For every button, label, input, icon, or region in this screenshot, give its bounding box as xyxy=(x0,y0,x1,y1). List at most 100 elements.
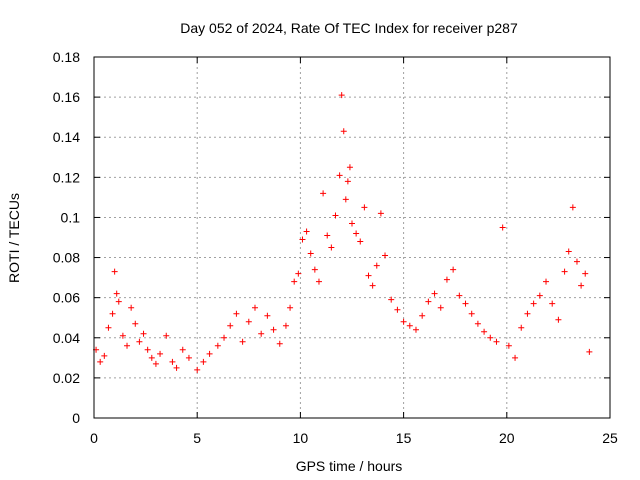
chart-title: Day 052 of 2024, Rate Of TEC Index for r… xyxy=(180,20,518,36)
data-point xyxy=(140,330,147,337)
data-point xyxy=(206,350,213,357)
data-point xyxy=(291,278,298,285)
data-point xyxy=(282,322,289,329)
x-axis-title: GPS time / hours xyxy=(296,458,403,474)
data-point xyxy=(179,346,186,353)
data-point xyxy=(578,282,585,289)
data-point xyxy=(468,310,475,317)
data-point xyxy=(194,366,201,373)
data-point xyxy=(382,252,389,259)
data-point xyxy=(173,364,180,371)
data-point xyxy=(97,358,104,365)
data-point xyxy=(344,178,351,185)
data-point xyxy=(109,310,116,317)
data-point xyxy=(481,328,488,335)
x-tick-label: 20 xyxy=(499,430,515,446)
data-point xyxy=(169,358,176,365)
data-point xyxy=(530,300,537,307)
data-point xyxy=(276,340,283,347)
data-point xyxy=(555,316,562,323)
data-point xyxy=(124,342,131,349)
data-point xyxy=(456,292,463,299)
data-point xyxy=(200,358,207,365)
data-point xyxy=(569,204,576,211)
data-point xyxy=(115,298,122,305)
data-point xyxy=(412,326,419,333)
data-point xyxy=(264,312,271,319)
data-point xyxy=(524,310,531,317)
data-point xyxy=(365,272,372,279)
data-point xyxy=(307,250,314,257)
y-tick-label: 0.18 xyxy=(53,49,80,65)
data-point xyxy=(369,282,376,289)
data-point xyxy=(573,258,580,265)
data-point xyxy=(361,204,368,211)
data-point xyxy=(258,330,265,337)
data-point xyxy=(373,262,380,269)
data-point xyxy=(406,322,413,329)
data-point xyxy=(214,342,221,349)
data-point xyxy=(320,190,327,197)
data-point xyxy=(518,324,525,331)
x-tick-label: 10 xyxy=(293,430,309,446)
y-tick-label: 0 xyxy=(72,410,80,426)
data-point xyxy=(328,244,335,251)
y-tick-label: 0.04 xyxy=(53,330,80,346)
data-point xyxy=(561,268,568,275)
data-point xyxy=(287,304,294,311)
data-point xyxy=(353,230,360,237)
data-point xyxy=(315,278,322,285)
data-point xyxy=(474,320,481,327)
data-point xyxy=(388,296,395,303)
data-point xyxy=(299,236,306,243)
data-point xyxy=(157,350,164,357)
y-tick-label: 0.1 xyxy=(61,209,81,225)
data-point xyxy=(543,278,550,285)
y-tick-label: 0.08 xyxy=(53,250,80,266)
data-point xyxy=(338,92,345,99)
data-point xyxy=(132,320,139,327)
x-tick-label: 15 xyxy=(396,430,412,446)
data-point xyxy=(185,354,192,361)
data-point xyxy=(443,276,450,283)
data-point xyxy=(152,360,159,367)
y-tick-label: 0.16 xyxy=(53,89,80,105)
data-point xyxy=(295,270,302,277)
data-point xyxy=(377,210,384,217)
data-point xyxy=(419,312,426,319)
data-point xyxy=(144,346,151,353)
data-point xyxy=(239,338,246,345)
data-point xyxy=(394,306,401,313)
plot-frame xyxy=(93,56,611,419)
data-point xyxy=(233,310,240,317)
data-point xyxy=(342,196,349,203)
data-point xyxy=(346,164,353,171)
y-tick-label: 0.14 xyxy=(53,129,80,145)
data-point xyxy=(119,332,126,339)
data-point xyxy=(549,300,556,307)
data-point xyxy=(499,224,506,231)
grid-layer xyxy=(94,57,610,418)
data-point xyxy=(437,304,444,311)
data-point xyxy=(136,338,143,345)
data-point xyxy=(536,292,543,299)
data-point xyxy=(493,338,500,345)
data-point xyxy=(105,324,112,331)
data-point xyxy=(303,228,310,235)
data-point xyxy=(431,290,438,297)
x-tick-label: 0 xyxy=(90,430,98,446)
data-point xyxy=(340,128,347,135)
data-points xyxy=(93,92,593,373)
data-point xyxy=(487,334,494,341)
data-point xyxy=(270,326,277,333)
data-point xyxy=(462,300,469,307)
y-axis-title: ROTI / TECUs xyxy=(6,193,22,283)
data-point xyxy=(227,322,234,329)
data-point xyxy=(357,238,364,245)
data-point xyxy=(565,248,572,255)
y-tick-label: 0.06 xyxy=(53,290,80,306)
data-point xyxy=(336,172,343,179)
data-point xyxy=(128,304,135,311)
data-point xyxy=(349,220,355,227)
